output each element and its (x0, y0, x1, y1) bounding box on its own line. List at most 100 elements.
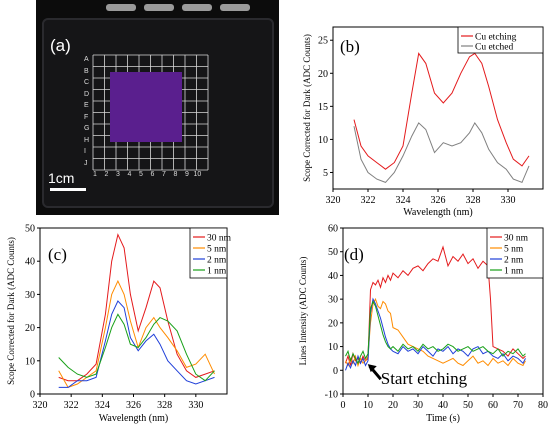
x-tick-label: 50 (463, 400, 473, 411)
x-tick-label: 10 (363, 400, 373, 411)
series-line (345, 297, 526, 371)
y-tick-label: 10 (318, 135, 328, 146)
grid-row-label: C (84, 79, 90, 86)
legend-label: 2 nm (207, 256, 227, 266)
y-tick-label: 40 (328, 271, 338, 282)
grid-row-label: D (84, 90, 90, 98)
panel-label: (d) (344, 245, 364, 264)
x-axis-label: Time (s) (426, 413, 460, 424)
scale-bar (50, 188, 86, 191)
y-tick-label: -10 (325, 390, 338, 401)
grid-row-label: B (84, 67, 89, 75)
x-tick-label: 326 (126, 400, 141, 411)
chart-0: 320 322 324 326 328 330 5 10 15 20 25 Wavelength (n… (302, 26, 544, 218)
y-tick-label: 20 (328, 318, 338, 329)
grid-row-label: F (84, 113, 89, 121)
chart-1: 320 322 324 326 328 330 0 10 20 30 40 50 Wavelength … (6, 224, 232, 425)
x-tick-label: 328 (157, 400, 172, 411)
legend-label: 30 nm (207, 234, 232, 244)
sample-square (110, 72, 182, 142)
y-tick-label: 15 (318, 102, 328, 113)
series-line (58, 300, 215, 388)
grid-row-label: A (84, 56, 89, 63)
y-tick-label: 10 (328, 342, 338, 353)
y-tick-label: 0 (333, 366, 338, 377)
grid-row-label: J (84, 159, 88, 167)
series-line (58, 279, 215, 389)
y-axis-label: Lines Intensity (ADC Counts) (298, 257, 308, 366)
grid-col-label: 3 (116, 171, 120, 178)
panel-label: (c) (48, 245, 67, 264)
y-tick-label: 30 (328, 295, 338, 306)
annotation-text: Start etching (381, 369, 468, 388)
legend-label: 1 nm (504, 267, 524, 277)
grid-col-label: 7 (162, 171, 166, 178)
tube-rack (106, 2, 256, 14)
grid-col-label: 4 (127, 171, 132, 178)
y-tick-label: 20 (25, 323, 35, 334)
grid-row-label: I (84, 148, 86, 155)
x-tick-label: 324 (396, 195, 411, 206)
x-tick-label: 330 (501, 195, 516, 206)
grid-col-label: 9 (185, 171, 189, 178)
x-tick-label: 80 (538, 400, 548, 411)
x-tick-label: 0 (341, 400, 346, 411)
legend-label: 2 nm (504, 256, 524, 266)
legend-label: 30 nm (504, 234, 529, 244)
grid-col-label: 8 (173, 171, 178, 178)
series-line (353, 121, 530, 184)
x-tick-label: 40 (438, 400, 448, 411)
y-tick-label: 20 (318, 69, 328, 80)
annotation-arrowhead (367, 364, 377, 373)
x-tick-label: 60 (488, 400, 498, 411)
panel-label: (b) (340, 37, 360, 56)
x-axis-label: Wavelength (nm) (403, 207, 472, 218)
x-tick-label: 326 (431, 195, 446, 206)
x-tick-label: 320 (33, 400, 48, 411)
series-line (58, 313, 215, 382)
series-line (58, 233, 215, 382)
x-tick-label: 322 (361, 195, 376, 206)
y-tick-label: 40 (25, 257, 35, 268)
legend-label: Cu etching (475, 33, 517, 43)
legend-label: 5 nm (207, 245, 227, 255)
y-axis-label: Scope Corrected for Dark (ADC Counts) (6, 237, 16, 385)
y-tick-label: 50 (25, 224, 35, 235)
y-tick-label: 5 (323, 168, 328, 179)
legend-box (457, 26, 544, 54)
x-tick-label: 324 (95, 400, 110, 411)
grid-row-label: H (84, 136, 90, 144)
grid-col-label: 10 (193, 171, 202, 178)
grid-col-label: 5 (139, 171, 143, 178)
grid-row-label: G (84, 125, 90, 132)
x-tick-label: 70 (513, 400, 523, 411)
y-tick-label: 0 (30, 390, 35, 401)
legend-label: Cu etched (475, 43, 514, 53)
y-tick-label: 30 (25, 290, 35, 301)
x-tick-label: 328 (466, 195, 481, 206)
x-tick-label: 330 (188, 400, 203, 411)
x-tick-label: 20 (388, 400, 398, 411)
x-tick-label: 322 (64, 400, 79, 411)
y-axis-label: Scope Corrected for Dark (ADC Counts) (302, 34, 312, 182)
x-axis-label: Wavelength (nm) (99, 413, 168, 424)
grid-col-label: 1 (93, 171, 97, 178)
grid-row-label: E (84, 102, 89, 109)
y-tick-label: 25 (318, 36, 328, 47)
grid-col-label: 2 (104, 171, 109, 178)
scale-bar-label: 1cm (48, 170, 75, 186)
y-tick-label: 10 (25, 356, 35, 367)
y-tick-label: 60 (328, 224, 338, 235)
panel-label-a: (a) (50, 36, 71, 55)
series-line (345, 297, 526, 368)
series-line (345, 245, 526, 366)
x-tick-label: 320 (326, 195, 341, 206)
grid-col-label: 6 (150, 171, 155, 178)
series-line (353, 52, 530, 170)
legend-label: 5 nm (504, 245, 524, 255)
series-line (345, 300, 526, 365)
y-tick-label: 50 (328, 247, 338, 258)
